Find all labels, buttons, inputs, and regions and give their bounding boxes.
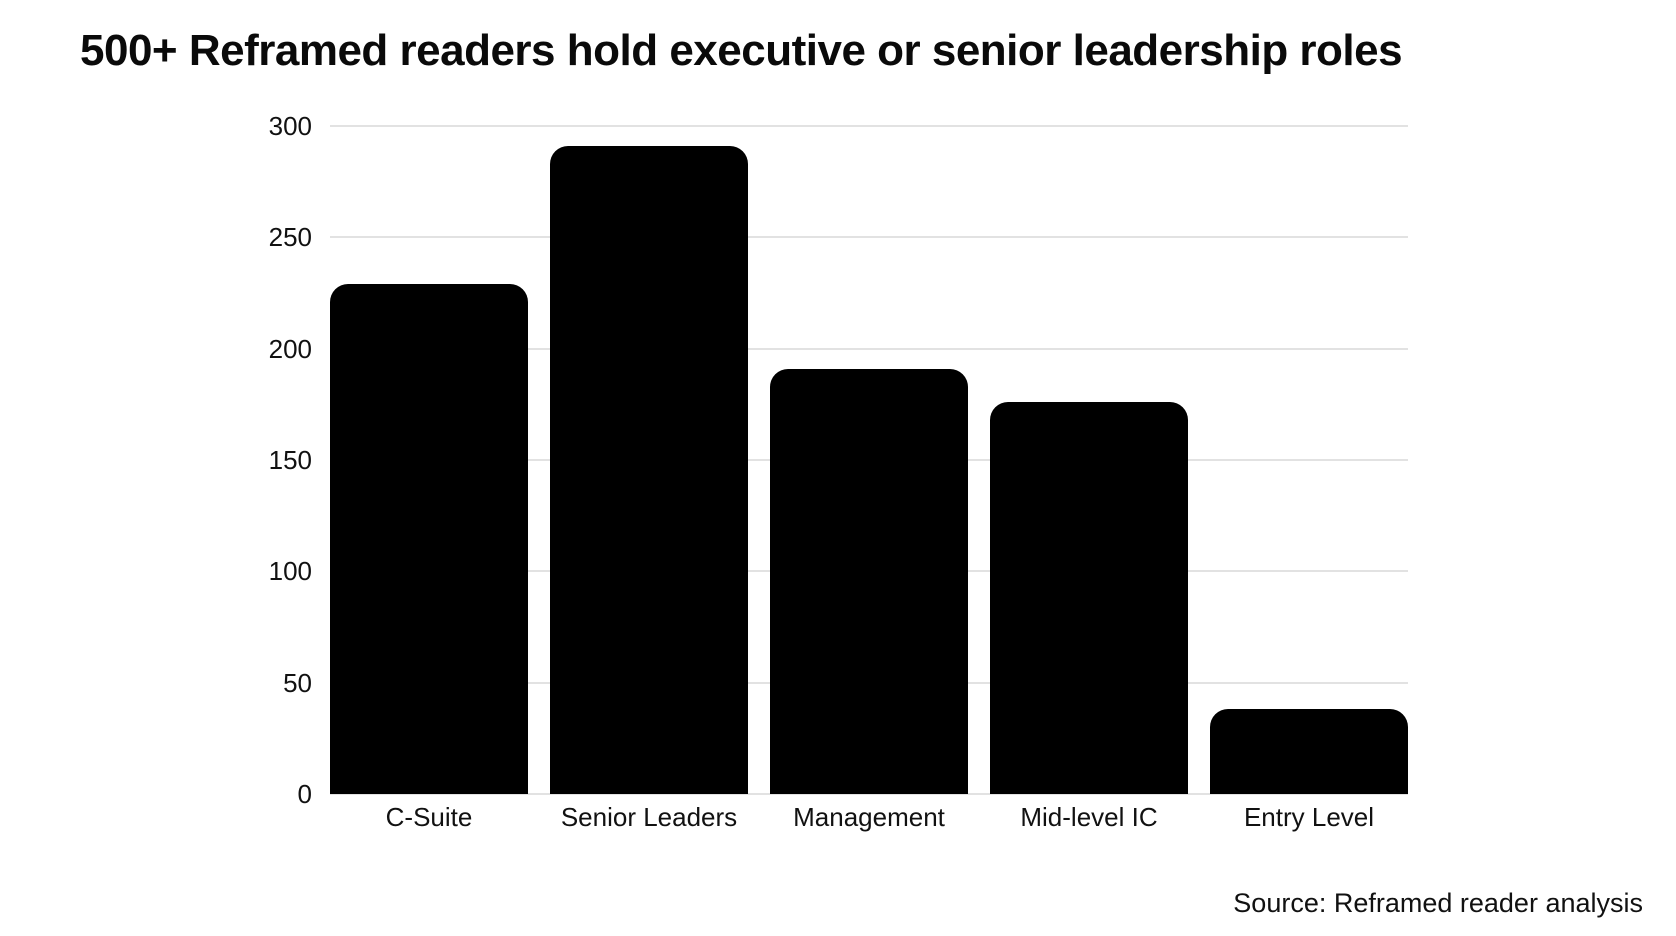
x-axis-label-management: Management	[793, 802, 945, 832]
x-axis-label-c-suite: C-Suite	[385, 802, 473, 832]
y-axis-tick-250: 250	[268, 222, 312, 253]
y-axis-tick-150: 150	[268, 445, 312, 475]
gridline-200	[330, 347, 1408, 350]
y-axis-tick-50: 50	[283, 667, 312, 698]
x-axis-label-entry-level: Entry Level	[1243, 802, 1375, 832]
gridline-0	[330, 793, 1408, 795]
gridline-250	[330, 236, 1408, 239]
bar-c-suite	[330, 284, 528, 794]
y-axis-tick-200: 200	[268, 333, 312, 364]
y-axis-tick-0: 0	[297, 779, 312, 809]
gridline-300	[330, 125, 1408, 127]
bar-senior-leaders	[550, 146, 748, 794]
chart-title: 500+ Reframed readers hold executive or …	[80, 26, 1403, 75]
bar-management	[770, 369, 968, 794]
y-axis-tick-300: 300	[268, 111, 312, 141]
x-axis-label-senior-leaders: Senior Leaders	[560, 802, 738, 832]
bar-mid-level-ic	[990, 402, 1188, 794]
x-axis-label-mid-level-ic: Mid-level IC	[1020, 802, 1158, 832]
source-note: Source: Reframed reader analysis	[1233, 888, 1643, 918]
bar-entry-level	[1210, 709, 1408, 794]
y-axis-tick-100: 100	[268, 556, 312, 587]
